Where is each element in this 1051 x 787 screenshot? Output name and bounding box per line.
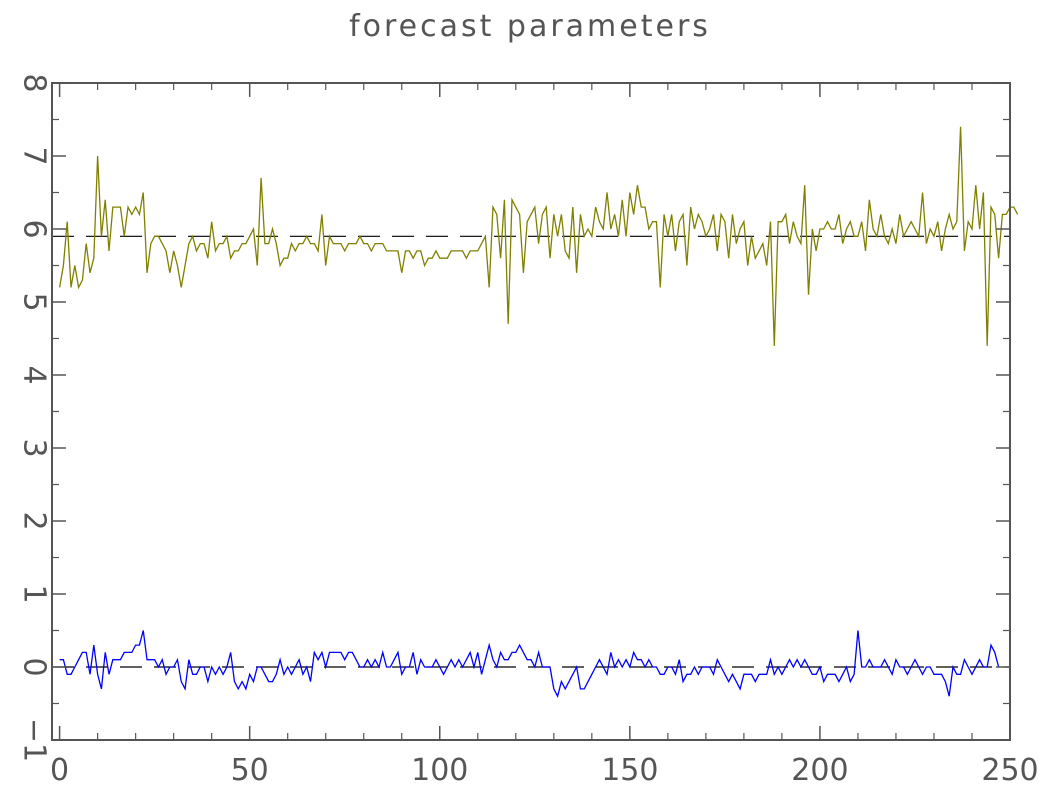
chart-title: forecast parameters: [349, 9, 711, 44]
series-line-1: [58, 126, 1019, 346]
y-tick-label: 2: [17, 511, 52, 530]
y-tick-label: 3: [17, 438, 52, 457]
x-tick-label: 50: [231, 753, 269, 787]
y-tick-label: 1: [17, 584, 52, 603]
series-line-2: [59, 630, 1000, 698]
x-tick-label: 0: [50, 753, 69, 787]
x-axis-ticks: 0 50 100 150 200 250: [50, 83, 1039, 787]
x-tick-label: 250: [981, 753, 1038, 787]
x-tick-label: 200: [791, 753, 848, 787]
y-tick-label: 6: [17, 219, 52, 238]
y-tick-label: 4: [17, 365, 52, 384]
x-tick-label: 100: [411, 753, 468, 787]
plot-frame: [51, 82, 1011, 741]
reference-lines: [52, 235, 1010, 668]
series-lines: [58, 126, 1019, 698]
y-axis-ticks: −1 0 1 2 3 4 5 6 7 8: [17, 73, 1010, 762]
y-tick-label: 0: [17, 657, 52, 676]
y-tick-label: −1: [17, 718, 52, 762]
y-tick-label: 7: [17, 146, 52, 165]
x-tick-label: 150: [601, 753, 658, 787]
y-tick-label: 8: [17, 73, 52, 92]
y-tick-label: 5: [17, 292, 52, 311]
